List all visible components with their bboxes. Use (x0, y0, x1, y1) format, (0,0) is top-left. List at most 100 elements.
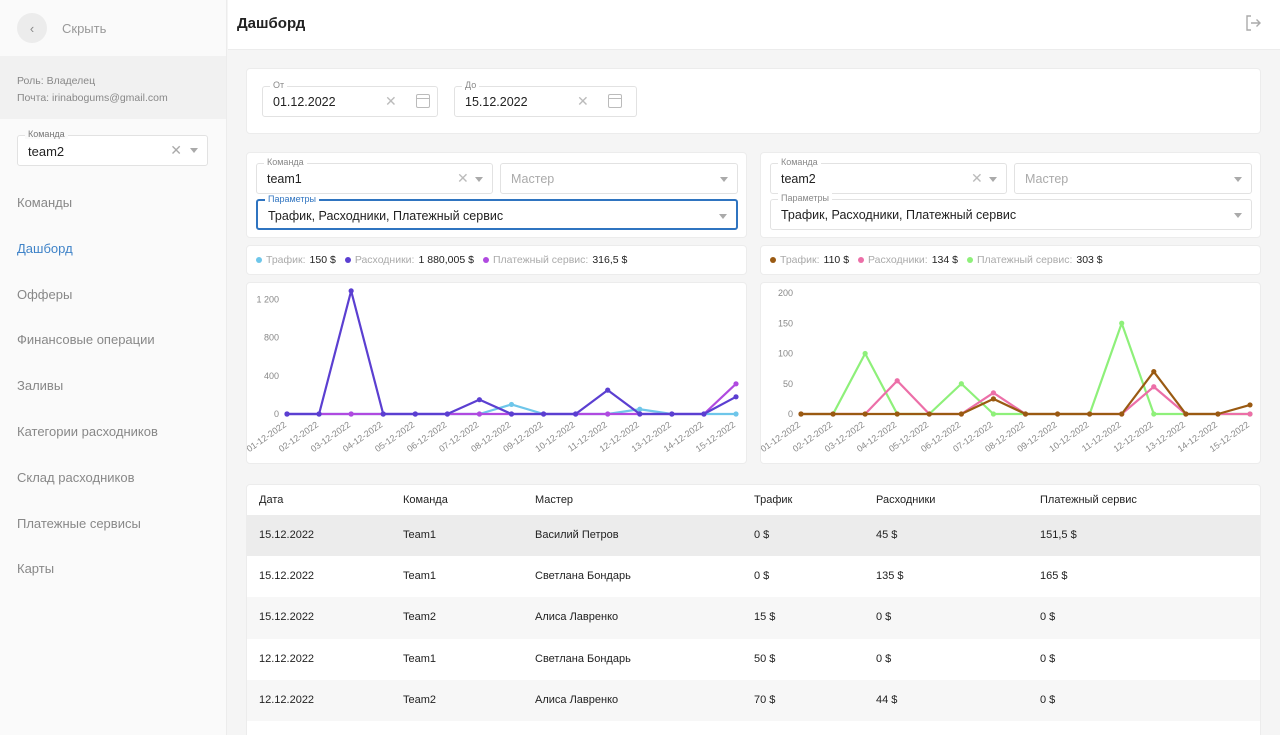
data-point[interactable] (508, 401, 515, 408)
sidebar-item-5[interactable]: Категории расходников (17, 423, 158, 439)
right-master-select[interactable]: Мастер (1014, 163, 1252, 194)
chevron-down-icon[interactable] (989, 177, 997, 182)
data-point[interactable] (444, 411, 450, 417)
sidebar-item-8[interactable]: Карты (17, 561, 55, 577)
chevron-down-icon[interactable] (190, 148, 198, 153)
table-header-cell[interactable]: Платежный сервис (1040, 494, 1137, 506)
clear-icon[interactable]: ✕ (971, 170, 983, 186)
left-filter-card: Команда team1 ✕ Мастер Параметры Трафик,… (246, 152, 747, 238)
data-point[interactable] (1151, 411, 1157, 417)
clear-icon[interactable]: ✕ (457, 170, 469, 186)
data-point[interactable] (348, 288, 354, 294)
data-point[interactable] (412, 411, 418, 417)
data-point[interactable] (862, 411, 868, 417)
data-point[interactable] (926, 411, 932, 417)
data-point[interactable] (990, 390, 997, 396)
chevron-down-icon[interactable] (475, 177, 483, 182)
data-point[interactable] (894, 378, 900, 384)
data-point[interactable] (316, 411, 322, 417)
data-point[interactable] (990, 396, 997, 402)
data-point[interactable] (733, 381, 739, 387)
data-point[interactable] (830, 411, 836, 417)
data-point[interactable] (284, 411, 290, 417)
left-legend-item: Расходники: 1 880,005 $ (344, 254, 474, 266)
left-master-select[interactable]: Мастер (500, 163, 738, 194)
data-point[interactable] (380, 411, 386, 417)
table-header-cell[interactable]: Команда (403, 494, 448, 506)
table-row[interactable]: 15.12.2022 Team1 Василий Петров 0 $ 45 $ 151,… (247, 515, 1260, 557)
legend-value: 150 $ (309, 254, 336, 266)
chevron-down-icon[interactable] (1234, 213, 1242, 218)
data-point[interactable] (476, 397, 483, 403)
data-point[interactable] (1087, 411, 1093, 417)
data-point[interactable] (1054, 411, 1061, 417)
right-params-label: Параметры (778, 193, 832, 203)
data-point[interactable] (1151, 384, 1157, 390)
chevron-down-icon[interactable] (720, 177, 728, 182)
date-from-field[interactable]: От 01.12.2022 ✕ (262, 80, 438, 117)
data-point[interactable] (798, 411, 804, 417)
sidebar-item-0[interactable]: Команды (17, 195, 73, 210)
chevron-left-icon[interactable]: ‹ (17, 13, 47, 43)
calendar-icon[interactable] (608, 94, 622, 108)
clear-icon[interactable]: ✕ (577, 93, 589, 109)
clear-icon[interactable]: ✕ (170, 142, 182, 158)
data-point[interactable] (1119, 411, 1125, 417)
hide-sidebar-row[interactable]: ‹ Скрыть (0, 0, 226, 56)
logout-icon[interactable] (1243, 13, 1263, 33)
date-to-field[interactable]: До 15.12.2022 ✕ (454, 80, 637, 117)
sidebar-item-2[interactable]: Офферы (17, 286, 73, 302)
data-point[interactable] (637, 406, 643, 412)
data-point[interactable] (573, 411, 579, 417)
hide-sidebar-label[interactable]: Скрыть (62, 20, 107, 36)
right-params-select[interactable]: Параметры Трафик, Расходники, Платежный … (770, 193, 1252, 230)
left-params-select[interactable]: Параметры Трафик, Расходники, Платежный … (256, 194, 738, 230)
table-row[interactable]: 15.12.2022 Team2 Алиса Лавренко 15 $ 0 $ 0 $ (247, 597, 1260, 639)
data-point[interactable] (733, 394, 739, 400)
data-point[interactable] (701, 411, 707, 417)
sidebar-item-6[interactable]: Склад расходников (17, 469, 135, 485)
sidebar-item-3[interactable]: Финансовые операции (17, 332, 155, 348)
left-team-select[interactable]: Команда team1 ✕ (256, 157, 493, 194)
left-chart-legend: Трафик: 150 $ Расходники: 1 880,005 $ Платеж… (246, 245, 747, 275)
chevron-down-icon[interactable] (719, 214, 727, 219)
data-point[interactable] (1183, 411, 1189, 417)
data-point[interactable] (508, 411, 515, 417)
data-point[interactable] (669, 411, 675, 417)
data-point[interactable] (1247, 411, 1253, 417)
right-team-select[interactable]: Команда team2 ✕ (770, 157, 1007, 194)
data-point[interactable] (637, 411, 643, 417)
data-point[interactable] (1119, 320, 1125, 326)
clear-icon[interactable]: ✕ (385, 93, 397, 109)
data-point[interactable] (540, 411, 547, 417)
data-point[interactable] (1215, 411, 1221, 417)
chevron-down-icon[interactable] (1234, 177, 1242, 182)
left-team-value: team1 (267, 172, 302, 186)
table-row[interactable]: 15.12.2022 Team1 Светлана Бондарь 0 $ 135 $ 1… (247, 556, 1260, 597)
data-point[interactable] (605, 387, 611, 393)
data-point[interactable] (1151, 369, 1157, 375)
table-header-cell[interactable]: Мастер (535, 494, 574, 506)
data-point[interactable] (348, 411, 354, 417)
team-select[interactable]: Команда team2 ✕ (17, 129, 208, 166)
table-row[interactable]: 12.12.2022 Team1 Светлана Бондарь 50 $ 0 $ 0 … (247, 639, 1260, 680)
table-header-cell[interactable]: Дата (259, 494, 284, 506)
calendar-icon[interactable] (416, 94, 430, 108)
data-point[interactable] (990, 411, 997, 417)
table-row[interactable]: 12.12.2022 Team2 Алиса Лавренко 70 $ 44 $ 0 $ (247, 679, 1260, 721)
table-header-cell[interactable]: Трафик (754, 494, 793, 506)
data-point[interactable] (1247, 402, 1253, 408)
data-point[interactable] (862, 350, 868, 357)
sidebar-item-4[interactable]: Заливы (17, 378, 64, 394)
data-point[interactable] (476, 411, 483, 417)
data-point[interactable] (605, 411, 611, 417)
data-point[interactable] (958, 381, 964, 387)
sidebar-item-1[interactable]: Дашборд (17, 240, 73, 256)
data-point[interactable] (894, 411, 900, 417)
date-from-label: От (270, 80, 288, 90)
data-point[interactable] (733, 411, 739, 417)
data-point[interactable] (958, 411, 964, 417)
data-point[interactable] (1022, 411, 1029, 417)
table-header-cell[interactable]: Расходники (876, 494, 936, 506)
sidebar-item-7[interactable]: Платежные сервисы (17, 515, 141, 531)
